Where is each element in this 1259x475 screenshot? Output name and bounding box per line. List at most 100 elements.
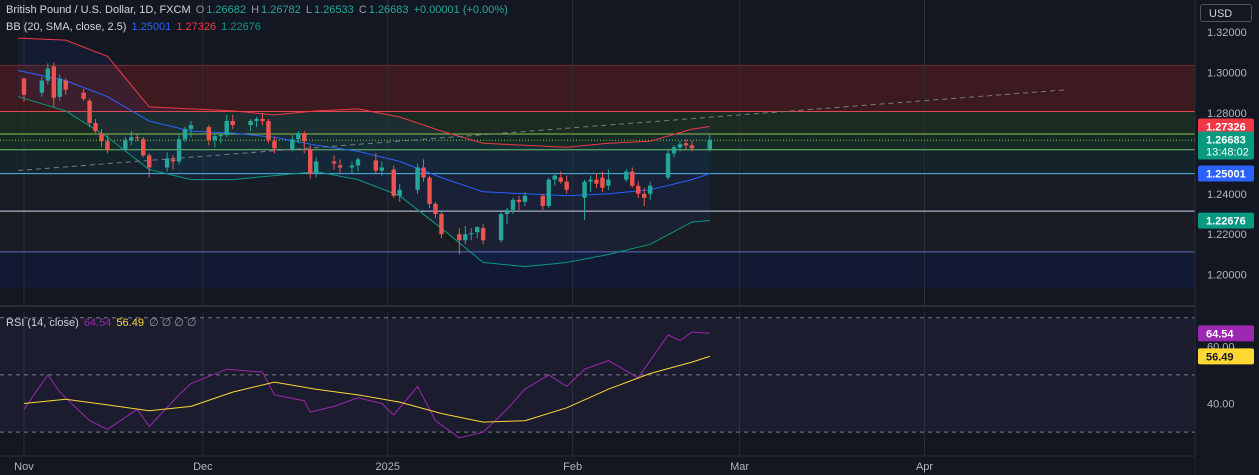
price-tag-upper bbox=[1198, 118, 1254, 135]
candle-body bbox=[141, 139, 146, 156]
candle-body bbox=[421, 167, 426, 178]
candle-31 bbox=[290, 135, 295, 152]
candle-77 bbox=[683, 139, 689, 150]
bb-basis-line bbox=[17, 70, 710, 197]
candle-64 bbox=[582, 179, 587, 221]
price-tag-countdown: 13:48:02 bbox=[1206, 147, 1249, 159]
candle-0 bbox=[21, 77, 27, 102]
candle-60 bbox=[546, 177, 551, 208]
pane-gap bbox=[0, 306, 1259, 312]
candle-body bbox=[624, 171, 629, 180]
rsi-line bbox=[23, 331, 710, 439]
price-axis-bg bbox=[1195, 0, 1259, 475]
candle-6 bbox=[81, 88, 86, 101]
price-tag-basis bbox=[1198, 165, 1254, 182]
candle-body bbox=[379, 167, 384, 171]
candle-52 bbox=[475, 226, 480, 239]
bb-lower-line bbox=[17, 96, 710, 268]
candle-10 bbox=[105, 135, 110, 154]
time-label-feb: Feb bbox=[563, 461, 582, 473]
candle-body bbox=[57, 78, 62, 97]
candle-body bbox=[510, 199, 516, 210]
bb-lower-value: 1.22676 bbox=[221, 21, 261, 33]
candle-body bbox=[230, 121, 235, 126]
candle-body bbox=[87, 100, 92, 124]
candle-body bbox=[552, 175, 557, 180]
bb-basis-value: 1.25001 bbox=[131, 21, 172, 33]
candle-body bbox=[147, 155, 152, 168]
candle-12 bbox=[129, 131, 134, 146]
candle-44 bbox=[415, 163, 420, 194]
candle-14 bbox=[141, 137, 146, 158]
candle-37 bbox=[337, 159, 343, 174]
candle-body bbox=[290, 139, 295, 150]
candle-body bbox=[391, 169, 396, 196]
price-tag-last-label: 1.26683 bbox=[1206, 135, 1246, 147]
candle-body bbox=[427, 177, 432, 204]
time-label-2025: 2025 bbox=[376, 461, 400, 473]
candle-8 bbox=[93, 118, 98, 134]
candle-body bbox=[415, 167, 420, 190]
candle-body bbox=[588, 179, 593, 182]
candle-body bbox=[248, 121, 253, 126]
candle-body bbox=[516, 199, 522, 202]
time-label-nov: Nov bbox=[14, 461, 34, 473]
rsi-ma-line bbox=[23, 355, 710, 423]
currency-button[interactable]: USD bbox=[1200, 4, 1252, 22]
candle-40 bbox=[373, 153, 379, 174]
candle-57 bbox=[516, 195, 522, 210]
close-label: C bbox=[358, 4, 367, 16]
rsi-legend[interactable]: RSI (14, close) 64.54 56.49 ∅ ∅ ∅ ∅ bbox=[6, 316, 199, 329]
candle-53 bbox=[480, 224, 486, 245]
candle-body bbox=[546, 179, 551, 206]
open-value: 1.26682 bbox=[206, 4, 247, 16]
price-axis[interactable]: 1.320001.300001.280001.260001.240001.220… bbox=[1194, 0, 1259, 475]
candle-body bbox=[170, 159, 176, 162]
candle-19 bbox=[182, 127, 188, 143]
candle-body bbox=[296, 133, 301, 140]
candle-21 bbox=[206, 125, 212, 146]
time-axis[interactable]: Nov Dec 2025 Feb Mar Apr bbox=[0, 455, 1195, 475]
candle-body bbox=[266, 121, 271, 141]
time-axis-bg bbox=[0, 456, 1195, 475]
candle-9 bbox=[99, 129, 104, 148]
rsi-tag-ma-label: 56.49 bbox=[1206, 351, 1234, 363]
candle-20 bbox=[188, 121, 194, 138]
candle-62 bbox=[558, 171, 563, 184]
bb-label: BB (20, SMA, close, 2.5) bbox=[6, 21, 127, 33]
low-label: L bbox=[305, 4, 312, 16]
candle-body bbox=[63, 80, 68, 90]
candle-body bbox=[480, 228, 486, 241]
zone-3 bbox=[0, 149, 1195, 174]
candle-4 bbox=[57, 74, 62, 101]
candle-body bbox=[212, 136, 218, 141]
candle-59 bbox=[540, 193, 546, 210]
candle-11 bbox=[123, 137, 128, 152]
candle-70 bbox=[630, 167, 635, 188]
time-label-mar: Mar bbox=[730, 461, 749, 473]
zone-5 bbox=[0, 211, 1195, 252]
time-label-apr: Apr bbox=[916, 461, 933, 473]
candle-body bbox=[135, 137, 140, 139]
candle-body bbox=[218, 135, 223, 137]
candle-23 bbox=[218, 133, 223, 144]
candle-41 bbox=[379, 161, 384, 176]
candle-39 bbox=[355, 157, 361, 172]
candle-body bbox=[164, 158, 170, 168]
candle-75 bbox=[671, 145, 677, 158]
candle-body bbox=[630, 171, 635, 186]
candle-body bbox=[636, 185, 641, 194]
candle-body bbox=[582, 181, 587, 198]
zone-6 bbox=[0, 251, 1195, 288]
candle-30 bbox=[272, 137, 277, 154]
candle-13 bbox=[135, 133, 140, 142]
candle-55 bbox=[504, 207, 510, 225]
trendline[interactable] bbox=[17, 89, 1068, 172]
candle-29 bbox=[266, 118, 271, 144]
bb-legend[interactable]: BB (20, SMA, close, 2.5) 1.25001 1.27326… bbox=[6, 21, 263, 33]
low-value: 1.26533 bbox=[313, 4, 354, 16]
rsi-extra-values: ∅ ∅ ∅ ∅ bbox=[149, 317, 197, 329]
rsi-tag-rsi bbox=[1198, 325, 1254, 342]
candle-body bbox=[105, 141, 110, 151]
